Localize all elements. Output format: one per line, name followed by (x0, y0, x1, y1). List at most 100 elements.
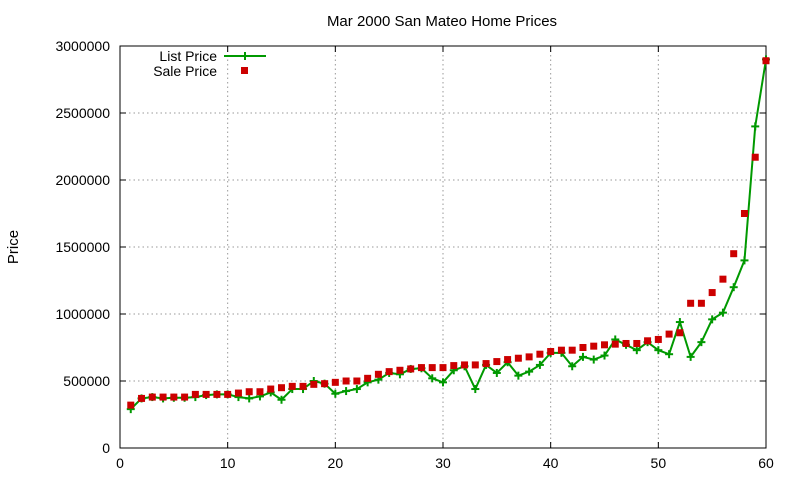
sale-price-point (224, 390, 232, 398)
sale-price-point (687, 299, 695, 307)
sale-price-point (590, 342, 598, 350)
list-price-point (675, 318, 684, 327)
list-price-point (686, 352, 695, 361)
sale-price-point (181, 393, 189, 401)
list-price-point (708, 315, 717, 324)
sale-price-point (762, 57, 770, 65)
legend-label-list-price: List Price (159, 48, 217, 64)
axis-ticks: 0 500000 1000000 1500000 2000000 2500000 30000… (55, 38, 774, 471)
sale-price-point (579, 344, 587, 351)
sale-price-point (353, 377, 361, 385)
sale-price-point (374, 370, 382, 378)
sale-price-point (299, 382, 307, 390)
sale-price-point (730, 250, 738, 258)
list-price-point (428, 374, 437, 383)
sale-price-point (148, 393, 156, 401)
sale-price-point (288, 382, 296, 390)
sale-price-point (622, 339, 630, 347)
list-price-point (589, 355, 598, 364)
sale-price-point (245, 388, 253, 396)
sale-price-point (234, 389, 242, 397)
sale-price-point (740, 210, 748, 217)
list-price-point (751, 122, 760, 131)
sale-price-point (170, 393, 178, 401)
list-price-point (492, 368, 501, 377)
sale-price-point (536, 350, 544, 358)
sale-price-point (417, 364, 425, 372)
sale-price-point (633, 339, 641, 347)
list-price-point (697, 338, 706, 347)
sale-price-point (450, 362, 458, 370)
sale-price-point (138, 394, 146, 402)
y-axis-label: Price (5, 230, 22, 264)
sale-price-point (202, 390, 210, 398)
sale-price-point (482, 360, 490, 368)
list-price-point (439, 378, 447, 387)
series-line-list-price (130, 59, 767, 410)
sale-price-point (601, 341, 608, 349)
sale-price-point (751, 153, 759, 161)
x-tick-label: 30 (435, 455, 451, 471)
sale-price-point (719, 275, 727, 283)
sale-price-point (310, 380, 318, 388)
list-price-point (632, 346, 641, 355)
series-layer (126, 55, 770, 414)
sale-price-point (428, 364, 436, 372)
sale-price-point (568, 346, 576, 354)
sale-price-point (159, 393, 167, 401)
list-price-point (740, 256, 749, 265)
x-tick-label: 50 (651, 455, 667, 471)
sale-price-point (331, 378, 339, 386)
list-price-point (654, 346, 663, 355)
sale-price-point (127, 401, 135, 409)
list-price-point (568, 362, 577, 371)
list-price-point (665, 350, 674, 359)
list-price-point (525, 367, 534, 376)
list-price-point (342, 387, 351, 396)
x-tick-label: 40 (543, 455, 559, 471)
grid-lines (120, 46, 766, 448)
legend-marker-list-price (241, 52, 249, 60)
sale-price-point (342, 377, 350, 385)
list-price-point (718, 308, 727, 317)
x-tick-label: 10 (220, 455, 236, 471)
list-price-point (600, 351, 609, 360)
list-price-point (535, 360, 544, 369)
y-tick-label: 0 (102, 440, 110, 456)
sale-price-point (439, 364, 447, 372)
sale-price-point (321, 380, 329, 388)
list-price-point (578, 352, 587, 361)
list-price-point (471, 385, 480, 394)
legend-label-sale-price: Sale Price (153, 63, 217, 79)
sale-price-point (278, 384, 285, 392)
sale-price-point (514, 354, 522, 362)
y-tick-label: 1000000 (55, 306, 110, 322)
sale-price-point (471, 361, 479, 369)
sale-price-point (407, 365, 415, 373)
sale-price-point (364, 374, 372, 382)
sale-price-point (213, 390, 221, 398)
x-tick-label: 0 (116, 455, 124, 471)
chart-title: Mar 2000 San Mateo Home Prices (327, 13, 557, 30)
y-tick-label: 2500000 (55, 105, 110, 121)
sale-price-point (493, 358, 501, 366)
y-tick-label: 3000000 (55, 38, 110, 54)
sale-price-point (665, 330, 673, 338)
sale-price-point (644, 337, 652, 345)
sale-price-point (557, 346, 565, 354)
sale-price-point (547, 348, 555, 356)
sale-price-point (461, 361, 469, 369)
legend: List Price Sale Price (153, 48, 266, 79)
x-tick-label: 60 (758, 455, 774, 471)
y-tick-label: 500000 (63, 373, 110, 389)
list-price-point (245, 394, 254, 403)
x-tick-label: 20 (328, 455, 344, 471)
list-price-point (729, 283, 738, 292)
list-price-point (277, 395, 286, 404)
sale-price-point (676, 329, 684, 337)
sale-price-point (654, 335, 662, 343)
sale-price-point (267, 385, 275, 393)
list-price-point (331, 389, 340, 398)
